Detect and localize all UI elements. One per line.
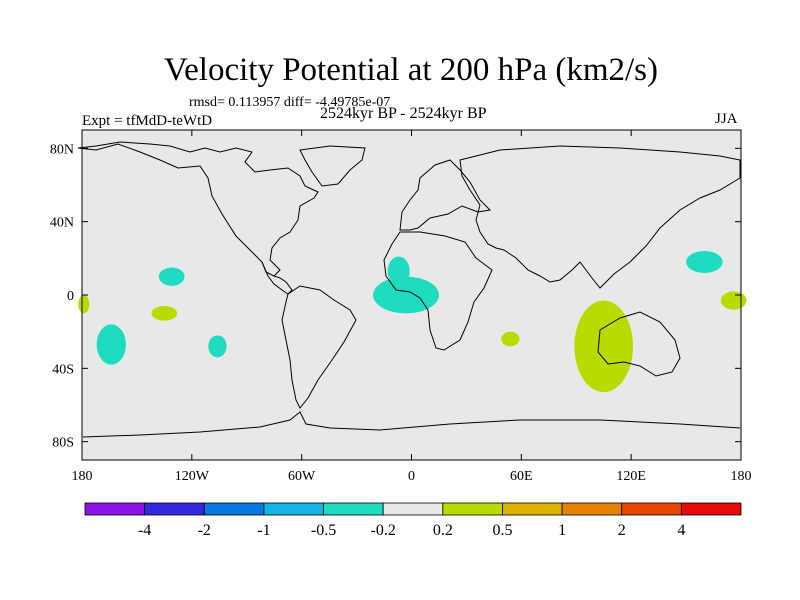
season-label: JJA bbox=[715, 111, 738, 127]
colorbar-swatch bbox=[621, 502, 682, 516]
y-tick-label: 80N bbox=[50, 142, 74, 157]
anomaly-tropical-atlantic-negative bbox=[373, 276, 439, 314]
colorbar-label: 1 bbox=[558, 522, 566, 539]
y-tick-label: 40S bbox=[52, 362, 74, 377]
colorbar-label: -0.5 bbox=[311, 522, 336, 539]
north-america-coast bbox=[77, 141, 319, 277]
map-axes: 180 120W 60W 0 60E 120E 180 80N 40N 0 40S 80S bbox=[50, 129, 752, 484]
colorbar-swatch bbox=[263, 502, 324, 516]
colorbar-label: 2 bbox=[618, 522, 626, 539]
x-tick-label: 120W bbox=[175, 469, 210, 484]
period-subtitle: 2524kyr BP - 2524kyr BP bbox=[320, 105, 487, 122]
anomaly-layer bbox=[78, 251, 747, 393]
experiment-label: Expt = tfMdD-teWtD bbox=[82, 113, 213, 129]
colorbar-label: 4 bbox=[677, 522, 685, 539]
anomaly-west-pacific-negative bbox=[686, 251, 723, 273]
greenland-coast bbox=[299, 145, 366, 187]
colorbar-label: -1 bbox=[257, 522, 270, 539]
x-tick-label: 120E bbox=[616, 469, 646, 484]
x-tick-label: 60W bbox=[288, 469, 316, 484]
colorbar-swatch bbox=[442, 502, 503, 516]
anomaly-indian-ocean-positive bbox=[574, 300, 633, 393]
coastlines bbox=[77, 141, 741, 438]
colorbar-swatch bbox=[323, 502, 384, 516]
anomaly-south-pacific-positive bbox=[151, 306, 178, 321]
south-america-coast bbox=[281, 285, 357, 409]
colorbar-label: -2 bbox=[198, 522, 211, 539]
x-tick-label: 180 bbox=[731, 469, 752, 484]
colorbar-swatch bbox=[203, 502, 265, 516]
antarctica-coast bbox=[82, 411, 741, 438]
colorbar-swatch bbox=[502, 502, 563, 516]
anomaly-south-pacific-negative-west bbox=[96, 324, 126, 365]
anomaly-east-pacific-negative bbox=[158, 267, 185, 286]
anomaly-madagascar-positive bbox=[501, 331, 520, 347]
colorbar-swatch bbox=[84, 502, 146, 516]
anomaly-west-africa-negative-lobe bbox=[387, 256, 410, 286]
stats-subtitle: rmsd= 0.113957 diff= -4.49785e-07 bbox=[189, 95, 391, 110]
colorbar-label: 0.2 bbox=[433, 522, 453, 539]
colorbar-swatch bbox=[680, 502, 742, 516]
australia-coast bbox=[597, 311, 681, 377]
colorbar: -4 -2 -1 -0.5 -0.2 0.2 0.5 1 2 4 bbox=[84, 502, 742, 539]
asia-coast bbox=[459, 145, 741, 289]
y-tick-label: 80S bbox=[52, 436, 74, 451]
europe-coast bbox=[399, 159, 492, 231]
colorbar-label: 0.5 bbox=[492, 522, 512, 539]
anomaly-dateline-positive-east bbox=[720, 291, 747, 310]
colorbar-swatch bbox=[561, 502, 623, 516]
africa-coast bbox=[383, 231, 493, 351]
anomaly-dateline-positive-west bbox=[78, 295, 90, 314]
colorbar-label: -4 bbox=[138, 522, 151, 539]
x-tick-label: 0 bbox=[408, 469, 415, 484]
y-tick-label: 40N bbox=[50, 216, 74, 231]
x-tick-label: 180 bbox=[72, 469, 93, 484]
plot-title: Velocity Potential at 200 hPa (km2/s) bbox=[163, 52, 659, 88]
colorbar-swatch bbox=[382, 502, 444, 516]
x-tick-label: 60E bbox=[510, 469, 533, 484]
anomaly-south-pacific-negative-east bbox=[208, 335, 227, 358]
y-tick-label: 0 bbox=[67, 289, 74, 304]
colorbar-swatch bbox=[144, 502, 205, 516]
colorbar-label: -0.2 bbox=[371, 522, 396, 539]
